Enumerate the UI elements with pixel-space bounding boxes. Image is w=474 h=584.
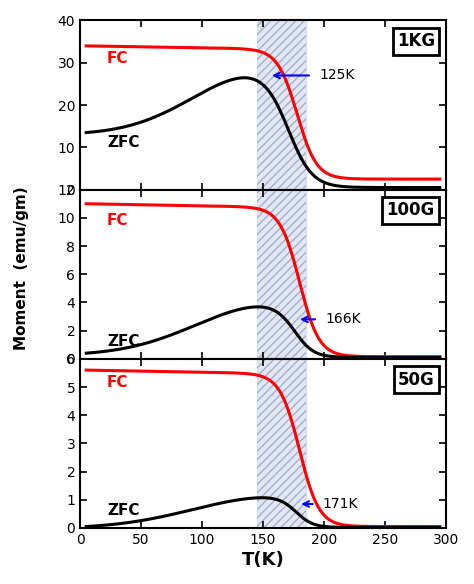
Text: ZFC: ZFC	[107, 503, 139, 518]
Text: Moment  (emu/gm): Moment (emu/gm)	[14, 187, 29, 350]
Bar	[257, 190, 306, 359]
Bar	[257, 359, 306, 528]
Text: 50G: 50G	[398, 371, 435, 389]
Text: 100G: 100G	[387, 201, 435, 220]
Text: FC: FC	[107, 375, 128, 390]
Text: FC: FC	[107, 51, 128, 66]
Bar	[257, 190, 306, 359]
Text: 171K: 171K	[323, 497, 358, 511]
Bar	[257, 359, 306, 528]
Bar	[257, 20, 306, 190]
X-axis label: T(K): T(K)	[242, 551, 284, 569]
Text: 1KG: 1KG	[397, 32, 435, 50]
Text: 166K: 166K	[325, 312, 361, 326]
Text: ZFC: ZFC	[107, 135, 139, 150]
Bar	[257, 20, 306, 190]
Text: 125K: 125K	[319, 68, 355, 82]
Text: ZFC: ZFC	[107, 334, 139, 349]
Text: FC: FC	[107, 213, 128, 228]
